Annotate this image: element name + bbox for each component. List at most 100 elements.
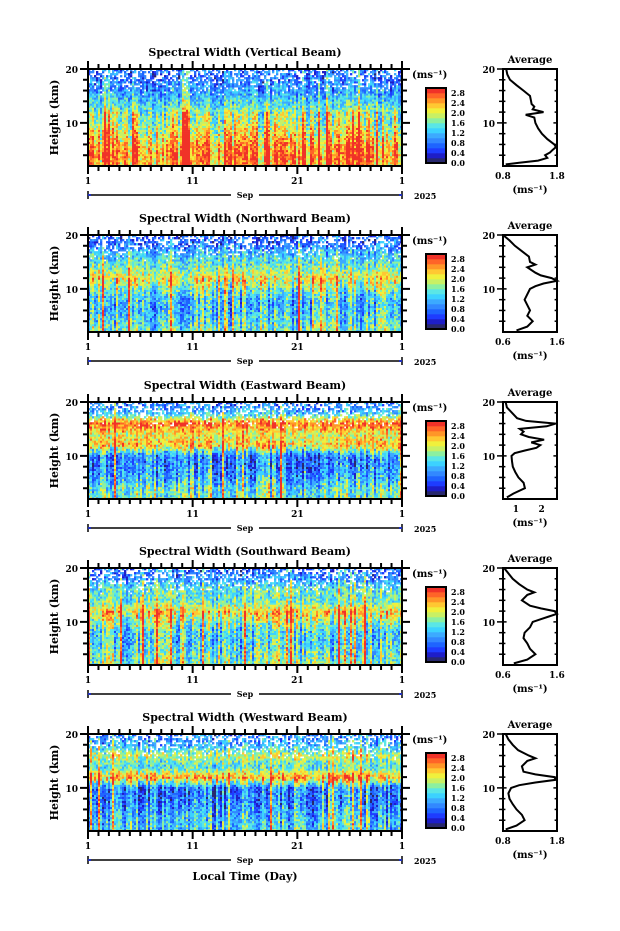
heatmap-cell	[268, 111, 270, 113]
heatmap-cell	[266, 144, 268, 146]
heatmap-cell	[212, 136, 214, 138]
heatmap-cell	[242, 122, 244, 124]
heatmap-cell	[118, 124, 120, 126]
heatmap-cell	[106, 156, 108, 158]
heatmap-cell	[102, 109, 104, 111]
heatmap-cell	[146, 136, 148, 138]
heatmap-cell	[352, 156, 354, 158]
heatmap-cell	[96, 122, 98, 124]
heatmap-cell	[304, 107, 306, 109]
heatmap-cell	[102, 134, 104, 136]
heatmap-cell	[384, 111, 386, 113]
heatmap-cell	[336, 128, 338, 130]
heatmap-cell	[114, 158, 116, 160]
heatmap-cell	[138, 160, 140, 162]
heatmap-cell	[314, 158, 316, 160]
heatmap-cell	[396, 134, 398, 136]
heatmap-cell	[374, 120, 376, 122]
heatmap-cell	[180, 140, 182, 142]
heatmap-cell	[324, 156, 326, 158]
heatmap-cell	[194, 113, 196, 115]
heatmap-cell	[234, 105, 236, 107]
heatmap-cell	[292, 105, 294, 107]
heatmap-cell	[136, 130, 138, 132]
heatmap-cell	[206, 115, 208, 117]
heatmap-cell	[150, 107, 152, 109]
heatmap-cell	[210, 148, 212, 150]
heatmap-cell	[208, 142, 210, 144]
heatmap-cell	[332, 152, 334, 154]
heatmap-cell	[330, 113, 332, 115]
heatmap-cell	[348, 109, 350, 111]
heatmap-cell	[306, 158, 308, 160]
heatmap-cell	[302, 134, 304, 136]
heatmap-cell	[388, 128, 390, 130]
heatmap-cell	[330, 128, 332, 130]
heatmap-cell	[386, 103, 388, 105]
heatmap-cell	[140, 156, 142, 158]
heatmap-cell	[208, 111, 210, 113]
heatmap-cell	[144, 124, 146, 126]
heatmap-cell	[362, 105, 364, 107]
heatmap-cell	[164, 120, 166, 122]
heatmap-cell	[278, 140, 280, 142]
heatmap-cell	[234, 126, 236, 128]
heatmap-cell	[358, 148, 360, 150]
heatmap-cell	[148, 130, 150, 132]
heatmap-cell	[354, 115, 356, 117]
heatmap-cell	[260, 105, 262, 107]
heatmap-cell	[178, 103, 180, 105]
heatmap-cell	[166, 158, 168, 160]
heatmap-cell	[302, 109, 304, 111]
heatmap-cell	[336, 107, 338, 109]
heatmap-cell	[218, 138, 220, 140]
heatmap-cell	[354, 105, 356, 107]
heatmap-cell	[168, 103, 170, 105]
heatmap-cell	[346, 109, 348, 111]
heatmap-cell	[254, 158, 256, 160]
heatmap-cell	[308, 136, 310, 138]
heatmap-cell	[322, 126, 324, 128]
heatmap-cell	[320, 118, 322, 120]
heatmap-cell	[170, 101, 172, 103]
heatmap-cell	[236, 154, 238, 156]
heatmap-cell	[340, 124, 342, 126]
heatmap-cell	[208, 105, 210, 107]
heatmap-cell	[238, 105, 240, 107]
heatmap-cell	[160, 140, 162, 142]
heatmap-cell	[362, 150, 364, 152]
heatmap-cell	[136, 134, 138, 136]
heatmap-cell	[170, 113, 172, 115]
heatmap-cell	[398, 142, 400, 144]
heatmap-cell	[186, 105, 188, 107]
heatmap-cell	[122, 109, 124, 111]
heatmap-cell	[284, 140, 286, 142]
heatmap-cell	[242, 150, 244, 152]
heatmap-cell	[250, 142, 252, 144]
heatmap-cell	[274, 160, 276, 162]
heatmap-cell	[356, 115, 358, 117]
heatmap-cell	[370, 156, 372, 158]
heatmap-cell	[330, 103, 332, 105]
heatmap-cell	[278, 118, 280, 120]
heatmap-cell	[336, 118, 338, 120]
heatmap-cell	[306, 130, 308, 132]
heatmap-cell	[104, 142, 106, 144]
heatmap-cell	[142, 154, 144, 156]
heatmap-cell	[114, 113, 116, 115]
heatmap-cell	[210, 128, 212, 130]
heatmap-cell	[134, 124, 136, 126]
heatmap-cell	[140, 158, 142, 160]
heatmap-cell	[194, 130, 196, 132]
heatmap-cell	[260, 146, 262, 148]
heatmap-cell	[226, 138, 228, 140]
heatmap-cell	[388, 109, 390, 111]
heatmap-cell	[138, 148, 140, 150]
heatmap-cell	[140, 105, 142, 107]
heatmap-cell	[372, 142, 374, 144]
heatmap-cell	[324, 160, 326, 162]
heatmap-cell	[118, 152, 120, 154]
heatmap-cell	[304, 156, 306, 158]
heatmap-cell	[310, 140, 312, 142]
heatmap-cell	[366, 130, 368, 132]
